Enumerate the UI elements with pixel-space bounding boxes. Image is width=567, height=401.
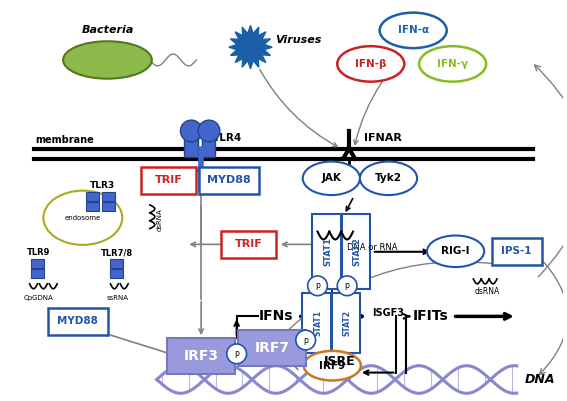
Circle shape [308, 276, 327, 296]
Ellipse shape [419, 46, 486, 82]
Text: STAT1: STAT1 [313, 310, 322, 336]
FancyBboxPatch shape [198, 167, 259, 194]
Circle shape [180, 120, 202, 142]
FancyBboxPatch shape [332, 293, 361, 353]
Text: STAT1: STAT1 [323, 237, 332, 266]
Ellipse shape [63, 41, 152, 79]
Text: TLR9: TLR9 [27, 248, 50, 257]
Text: JAK: JAK [321, 173, 341, 183]
Text: TRIF: TRIF [235, 239, 263, 249]
Text: CpGDNA: CpGDNA [24, 295, 53, 301]
Circle shape [296, 330, 316, 350]
FancyBboxPatch shape [110, 269, 122, 278]
FancyBboxPatch shape [312, 214, 341, 289]
Circle shape [227, 344, 247, 364]
FancyArrowPatch shape [278, 262, 494, 340]
FancyArrowPatch shape [535, 65, 567, 277]
FancyBboxPatch shape [202, 138, 215, 157]
Circle shape [337, 276, 357, 296]
FancyBboxPatch shape [238, 330, 306, 366]
FancyBboxPatch shape [31, 269, 44, 278]
FancyBboxPatch shape [87, 202, 99, 211]
Text: ISRE: ISRE [323, 354, 355, 368]
Text: STAT2: STAT2 [353, 237, 362, 266]
Text: MYD88: MYD88 [57, 316, 98, 326]
FancyBboxPatch shape [184, 138, 198, 157]
Text: MYD88: MYD88 [207, 175, 251, 185]
FancyBboxPatch shape [221, 231, 276, 258]
FancyBboxPatch shape [492, 238, 542, 265]
Text: TRIF: TRIF [155, 175, 183, 185]
Text: p: p [345, 282, 349, 290]
Text: IFNs: IFNs [259, 310, 293, 323]
Text: p: p [234, 349, 239, 358]
Text: membrane: membrane [36, 135, 94, 145]
FancyBboxPatch shape [110, 259, 122, 268]
Text: IRF9: IRF9 [319, 360, 345, 371]
Text: IPS-1: IPS-1 [501, 246, 532, 256]
FancyBboxPatch shape [48, 308, 108, 334]
Text: TLR7/8: TLR7/8 [101, 248, 133, 257]
Ellipse shape [303, 162, 360, 195]
Text: RIG-I: RIG-I [441, 246, 470, 256]
Text: IFN-γ: IFN-γ [437, 59, 468, 69]
Text: Tyk2: Tyk2 [375, 173, 402, 183]
Ellipse shape [43, 190, 122, 245]
FancyArrowPatch shape [260, 69, 337, 147]
Ellipse shape [380, 13, 447, 48]
FancyBboxPatch shape [87, 192, 99, 201]
Text: DNA: DNA [524, 373, 555, 386]
FancyBboxPatch shape [302, 293, 331, 353]
FancyBboxPatch shape [31, 259, 44, 268]
Text: IFNAR: IFNAR [364, 133, 402, 143]
Text: ISGF3: ISGF3 [372, 308, 404, 318]
Text: dsRNA: dsRNA [157, 209, 163, 231]
Ellipse shape [304, 351, 361, 381]
Text: Viruses: Viruses [275, 35, 321, 45]
Text: p: p [315, 282, 320, 290]
Text: IFN-β: IFN-β [355, 59, 387, 69]
FancyBboxPatch shape [167, 338, 235, 374]
FancyArrowPatch shape [539, 256, 567, 375]
Text: TLR4: TLR4 [213, 133, 242, 143]
Text: ssRNA: ssRNA [107, 295, 128, 301]
Text: IRF3: IRF3 [184, 349, 219, 363]
FancyArrowPatch shape [354, 82, 382, 144]
FancyBboxPatch shape [342, 214, 370, 289]
Circle shape [198, 120, 220, 142]
Text: TLR3: TLR3 [90, 181, 115, 190]
Text: DNA or RNA: DNA or RNA [347, 243, 397, 252]
Text: IFITs: IFITs [413, 310, 449, 323]
Ellipse shape [427, 235, 484, 267]
FancyBboxPatch shape [102, 192, 115, 201]
Ellipse shape [337, 46, 404, 82]
Text: STAT2: STAT2 [342, 310, 352, 336]
Text: Bacteria: Bacteria [81, 25, 134, 35]
FancyBboxPatch shape [141, 167, 196, 194]
Text: p: p [303, 336, 308, 344]
FancyBboxPatch shape [102, 202, 115, 211]
Ellipse shape [360, 162, 417, 195]
Text: dsRNA: dsRNA [475, 287, 500, 296]
Text: IFN-α: IFN-α [397, 25, 429, 35]
Polygon shape [229, 25, 272, 69]
Text: endosome: endosome [65, 215, 101, 221]
Text: IRF7: IRF7 [255, 341, 290, 355]
